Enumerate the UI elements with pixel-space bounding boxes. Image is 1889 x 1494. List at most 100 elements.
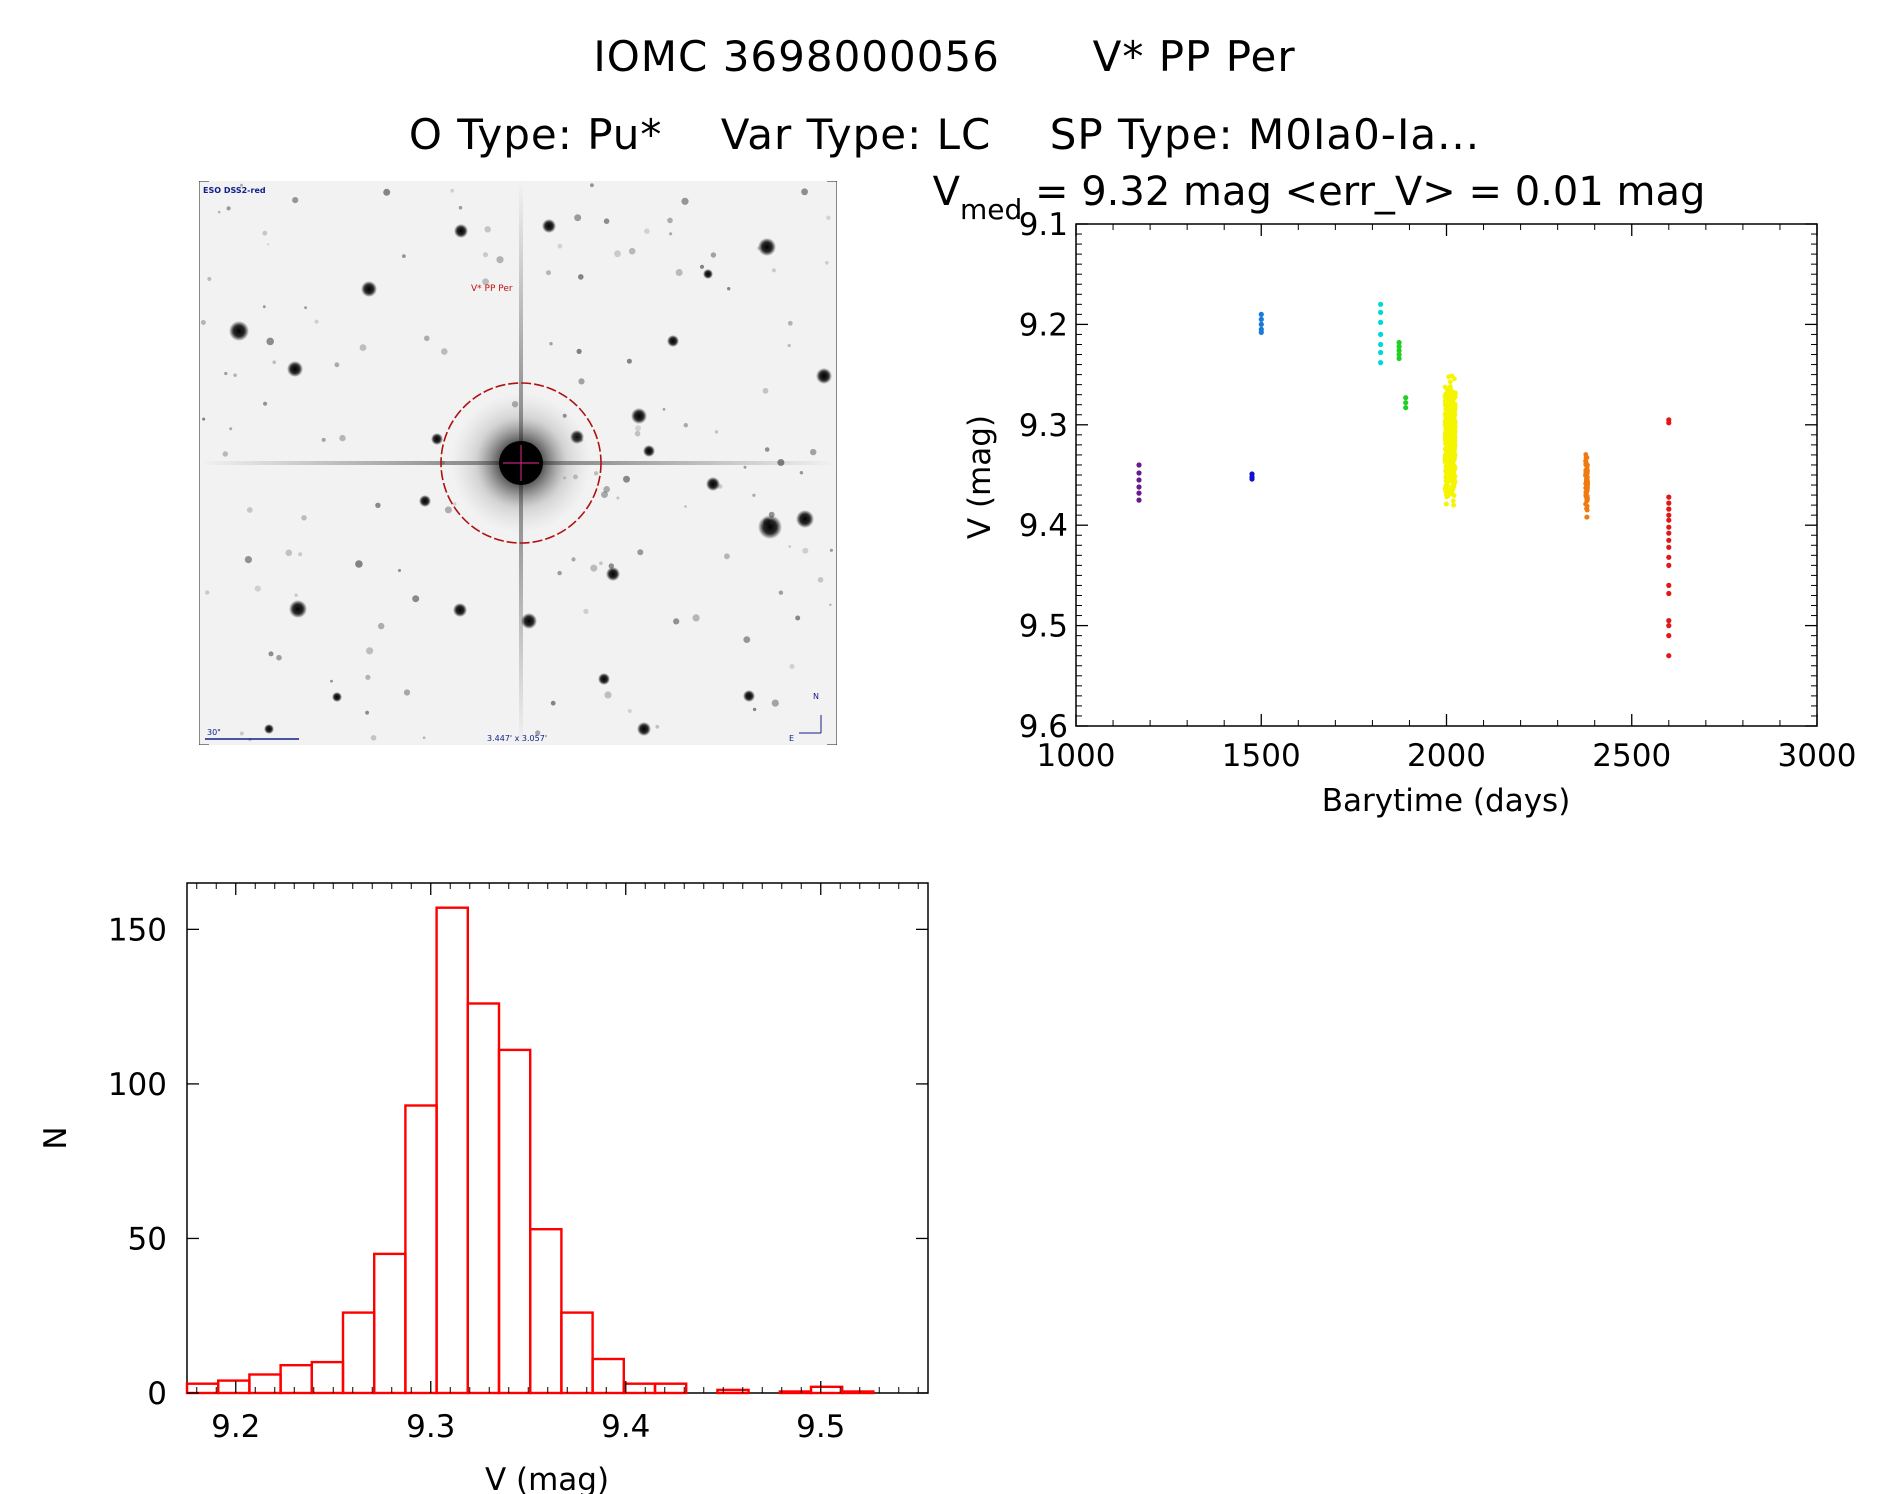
faint-star	[762, 387, 769, 394]
faint-star	[752, 707, 757, 712]
light-curve-ylabel: V (mag)	[962, 415, 998, 539]
x-tick-label: 9.2	[211, 1409, 260, 1445]
faint-star	[644, 228, 650, 234]
data-point	[1451, 396, 1457, 401]
light-curve-ticks: 1000 1500 2000 2500 3000 9.1 9.2 9.3 9.4 9.5 9.6	[1019, 207, 1857, 774]
data-point	[1136, 490, 1142, 496]
histogram-bar	[373, 1252, 407, 1395]
field-star	[631, 408, 647, 424]
field-star	[542, 219, 556, 233]
field-star	[606, 567, 620, 581]
star-name: V* PP Per	[1092, 32, 1296, 81]
faint-star	[450, 188, 455, 193]
faint-star	[301, 515, 307, 521]
y-tick-label: 0	[147, 1376, 167, 1412]
faint-star	[229, 427, 233, 431]
faint-star	[583, 608, 589, 615]
faint-star	[799, 471, 804, 475]
histogram-bar	[716, 1388, 750, 1395]
faint-star	[546, 270, 551, 276]
y-tick-label: 9.1	[1019, 207, 1068, 243]
data-point	[1451, 471, 1456, 477]
data-point	[1450, 421, 1455, 427]
faint-star	[684, 505, 687, 508]
faint-star	[752, 493, 756, 497]
faint-star	[330, 679, 333, 683]
data-point	[1666, 524, 1672, 530]
title-rest: = 9.32 mag <err_V> = 0.01 mag	[1022, 169, 1705, 215]
data-point	[1666, 537, 1672, 543]
faint-star	[535, 730, 541, 736]
faint-star	[403, 689, 411, 696]
field-star	[667, 335, 679, 347]
faint-star	[829, 548, 834, 552]
faint-star	[482, 278, 489, 286]
data-point	[1666, 633, 1672, 639]
histogram-bar	[560, 1311, 594, 1395]
x-tick-label: 3000	[1778, 738, 1857, 774]
data-point	[1666, 653, 1672, 659]
faint-star	[810, 448, 817, 456]
data-point	[1396, 339, 1402, 346]
histogram-bar	[248, 1373, 282, 1395]
faint-star	[254, 585, 261, 592]
data-point	[1583, 461, 1589, 466]
field-star	[332, 692, 342, 702]
data-point	[1666, 618, 1672, 624]
faint-star	[224, 371, 228, 376]
data-point	[1446, 460, 1452, 466]
faint-star	[604, 691, 612, 699]
faint-star	[590, 564, 598, 572]
faint-star	[683, 423, 688, 428]
field-star	[598, 673, 610, 685]
faint-star	[557, 570, 562, 576]
faint-star	[549, 342, 553, 346]
histogram-ylabel: N	[38, 1126, 74, 1149]
data-point	[1443, 422, 1448, 428]
faint-star	[675, 269, 683, 276]
faint-star	[743, 636, 751, 643]
faint-star	[599, 561, 603, 565]
field-star	[743, 690, 755, 702]
y-tick-label: 9.4	[1019, 508, 1068, 544]
faint-star	[628, 247, 636, 255]
y-tick-label: 150	[108, 912, 167, 948]
faint-star	[365, 674, 371, 680]
faint-star	[266, 337, 274, 346]
data-point	[1443, 410, 1449, 416]
data-point	[1584, 474, 1590, 480]
data-point	[1378, 309, 1384, 315]
figure-title-row-1: IOMC 3698000056 V* PP Per	[0, 32, 1889, 81]
faint-star	[787, 320, 793, 326]
histogram-bar	[435, 906, 470, 1395]
data-point	[1450, 498, 1456, 504]
data-point	[1443, 483, 1449, 489]
y-tick-label: 9.6	[1019, 709, 1068, 745]
data-point	[1452, 464, 1458, 470]
x-tick-label: 1500	[1222, 738, 1301, 774]
data-point	[1450, 436, 1455, 441]
faint-star	[483, 252, 488, 258]
faint-star	[402, 254, 406, 258]
data-point	[1450, 400, 1456, 405]
faint-star	[768, 511, 775, 518]
faint-star	[226, 206, 231, 211]
faint-star	[207, 277, 212, 281]
faint-star	[789, 663, 795, 670]
faint-star	[710, 252, 717, 258]
data-point	[1666, 420, 1672, 426]
faint-star	[244, 556, 252, 564]
faint-star	[484, 226, 491, 233]
data-point	[1396, 355, 1402, 362]
data-point	[1136, 484, 1142, 490]
faint-star	[817, 577, 824, 583]
compass-east-label: E	[789, 734, 794, 743]
field-star	[758, 515, 782, 539]
field-star	[454, 224, 468, 238]
faint-star	[222, 451, 228, 457]
faint-star	[778, 590, 784, 595]
x-tick-label: 2500	[1592, 738, 1671, 774]
data-point	[1450, 479, 1455, 485]
faint-star	[285, 549, 293, 557]
histogram-bar	[497, 1048, 532, 1395]
